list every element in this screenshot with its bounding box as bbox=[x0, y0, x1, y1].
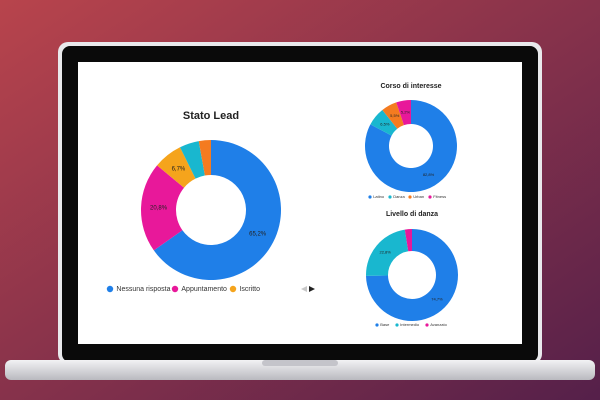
slice bbox=[370, 110, 398, 136]
chart-title: Stato Lead bbox=[183, 110, 239, 122]
value-label: 5,2% bbox=[401, 110, 411, 115]
slice bbox=[141, 165, 185, 251]
slice bbox=[157, 147, 196, 188]
slice bbox=[198, 140, 211, 176]
laptop-base bbox=[5, 360, 595, 380]
legend-marker bbox=[408, 195, 412, 199]
charts: Stato Lead 65,2% Nessuna risposta 20,8% Appu… bbox=[106, 83, 458, 327]
slice bbox=[396, 100, 411, 126]
legend-label: Fitness bbox=[433, 194, 446, 199]
legend-marker bbox=[368, 195, 372, 199]
legend-marker bbox=[375, 323, 379, 327]
slice bbox=[180, 141, 205, 179]
laptop-notch bbox=[262, 360, 338, 366]
legend-label: Appuntamento bbox=[181, 286, 227, 293]
legend-marker bbox=[171, 285, 179, 293]
legend-marker bbox=[388, 195, 392, 199]
chart-title: Livello di danza bbox=[386, 211, 438, 218]
value-label: 22,8% bbox=[380, 250, 392, 255]
legend-marker bbox=[229, 285, 237, 293]
legend-label: Latino bbox=[373, 194, 385, 199]
slice bbox=[366, 229, 458, 321]
value-label: 6,7% bbox=[172, 166, 186, 172]
legend-label: Iscritto bbox=[239, 286, 260, 293]
legend-marker bbox=[428, 195, 432, 199]
slice bbox=[382, 102, 404, 129]
value-label: 6,5% bbox=[380, 121, 390, 126]
slice bbox=[365, 100, 457, 193]
legend-label: Avanzato bbox=[430, 322, 447, 327]
legend-marker bbox=[425, 323, 429, 327]
value-label: 82,8% bbox=[423, 172, 435, 177]
chart-title: Corso di interesse bbox=[380, 83, 441, 90]
legend-label: Base bbox=[380, 322, 390, 327]
legend-label: Nessuna risposta bbox=[116, 286, 170, 293]
value-label: 74,7% bbox=[431, 297, 443, 302]
legend-label: Urban bbox=[413, 194, 424, 199]
legend-label: Intermedio bbox=[400, 322, 420, 327]
value-label: 5,5% bbox=[390, 113, 400, 118]
legend-marker bbox=[395, 323, 399, 327]
legend-label: Danza bbox=[393, 194, 405, 199]
legend-marker bbox=[106, 285, 114, 293]
slice bbox=[153, 140, 281, 280]
value-label: 65,2% bbox=[249, 232, 267, 238]
value-label: 20,8% bbox=[150, 206, 168, 212]
slice bbox=[366, 229, 409, 276]
legend-next[interactable] bbox=[309, 286, 315, 292]
legend-prev[interactable] bbox=[301, 286, 307, 292]
slice bbox=[404, 229, 412, 252]
